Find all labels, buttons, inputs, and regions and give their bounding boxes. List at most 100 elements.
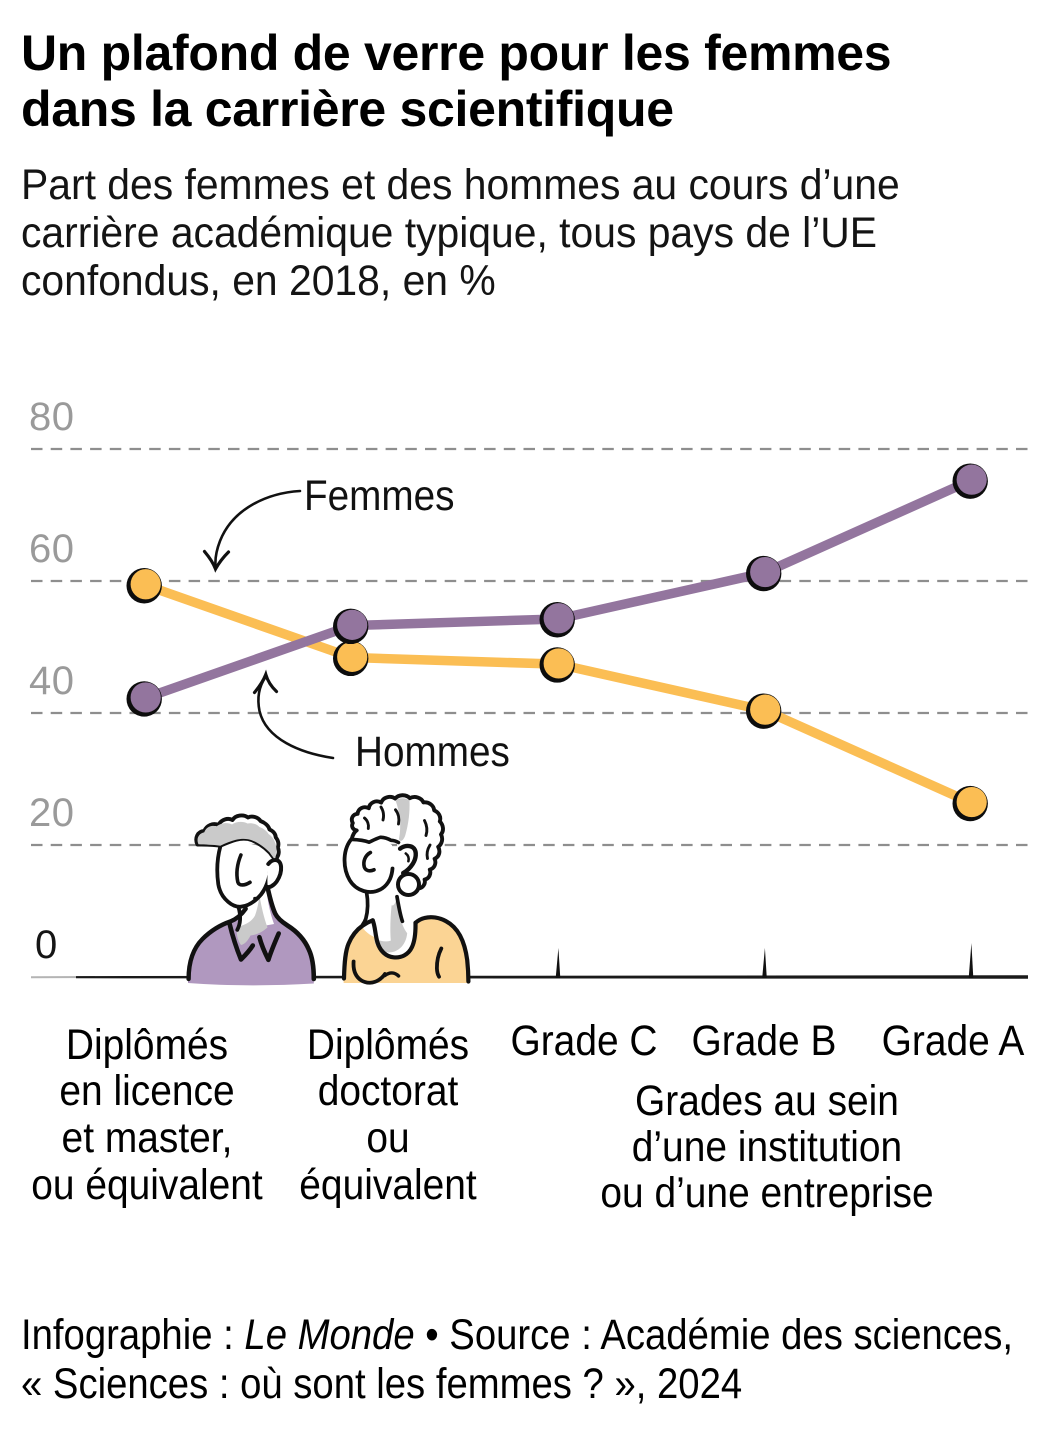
y-tick-label-20: 20 <box>29 791 75 835</box>
woman-neckline-outline <box>370 918 418 960</box>
marker-femmes-2 <box>543 648 574 679</box>
label-line: et master, <box>61 1114 233 1163</box>
woman-bust-right <box>434 946 444 979</box>
annotation-arrows <box>202 489 335 760</box>
label-line: Diplômés <box>306 1020 470 1069</box>
femmes-arrowhead <box>202 549 231 573</box>
man-ear-fill <box>267 860 282 888</box>
woman-curl-2 <box>379 805 385 822</box>
data-series <box>126 463 988 822</box>
footer-line-2: « Sciences : où sont les femmes ? », 202… <box>21 1360 743 1408</box>
category-label-grade-a: Grade A <box>591 1016 1050 1065</box>
label-line: d’une institution <box>631 1123 903 1171</box>
x-tick-grade-b <box>762 948 767 978</box>
woman-illustration <box>341 793 471 985</box>
label-line: ou d’une entreprise <box>600 1169 934 1217</box>
label-line: Grade C <box>510 1016 658 1065</box>
femmes-series-label: Femmes <box>304 472 455 520</box>
woman-curl-5 <box>425 843 432 860</box>
grades-axis-note: Grades au sein d’une institution ou d’une … <box>405 1078 1050 1216</box>
label-line: Grades au sein <box>635 1077 899 1125</box>
y-tick-label-60: 60 <box>29 527 75 571</box>
man-hair-shade <box>197 821 277 860</box>
woman-hair-outline <box>349 793 445 896</box>
label-line: Diplômés <box>65 1020 229 1069</box>
hommes-series-label: Hommes <box>355 728 510 776</box>
marker-femmes-0 <box>130 569 161 600</box>
man-mouth <box>253 890 266 900</box>
woman-nose <box>362 850 376 873</box>
label-line: ou <box>366 1114 410 1163</box>
man-collar-right <box>257 931 281 963</box>
woman-curl-1 <box>363 816 370 830</box>
woman-hair-fill <box>351 795 444 894</box>
woman-face-outline <box>342 836 395 894</box>
man-neck-left-line <box>235 905 242 932</box>
footer-separator: • <box>414 1311 450 1359</box>
footer-line-1: Infographie : Le Monde • Source : Académ… <box>21 1311 1013 1360</box>
woman-ear-inner <box>404 852 410 863</box>
x-tick-grade-c <box>555 948 561 978</box>
category-label-doctorat: Diplômés doctorat ou équivalent <box>26 1020 750 1209</box>
man-face-outline <box>215 844 273 909</box>
x-tick-grade-a <box>968 943 974 978</box>
title-line-2: dans la carrière scientifique <box>21 81 674 137</box>
label-line: ou équivalent <box>31 1160 263 1209</box>
footer-brand: Le Monde <box>244 1311 415 1359</box>
footer-credit: Infographie : Le Monde • Source : Académ… <box>21 1311 1013 1409</box>
man-illustration <box>186 813 317 986</box>
label-line: Grade A <box>881 1016 1025 1065</box>
woman-hairline <box>350 835 401 845</box>
marker-hommes-3 <box>750 556 781 588</box>
woman-face <box>344 835 393 893</box>
marker-hommes-2 <box>543 603 574 634</box>
woman-bust-left <box>351 959 387 985</box>
category-label-grade-c: Grade C <box>222 1016 946 1065</box>
subtitle-line-3: confondus, en 2018, en % <box>21 257 496 305</box>
marker-hommes-0 <box>130 682 161 713</box>
subtitle-line-2: carrière académique typique, tous pays d… <box>21 209 878 257</box>
hommes-arrowhead <box>252 669 279 695</box>
y-tick-label-0: 0 <box>35 923 58 967</box>
woman-curl-3 <box>394 808 401 826</box>
y-tick-label-80: 80 <box>29 395 75 439</box>
hommes-arrow <box>257 675 335 760</box>
footer-infographie: Infographie : <box>21 1311 245 1359</box>
label-line: doctorat <box>317 1067 459 1116</box>
x-axis <box>30 943 1028 979</box>
marker-femmes-3 <box>750 694 781 725</box>
man-nose <box>235 853 252 887</box>
subtitle-line-1: Part des femmes et des hommes au cours d… <box>21 161 900 209</box>
marker-hommes-4 <box>956 464 987 495</box>
marker-femmes-1 <box>337 641 368 672</box>
label-line: en licence <box>59 1067 235 1116</box>
man-ear <box>265 858 284 890</box>
label-line: équivalent <box>299 1160 477 1209</box>
man-collar-shade <box>236 896 268 945</box>
category-label-grade-b: Grade B <box>402 1016 1050 1065</box>
man-shirt <box>188 889 314 986</box>
woman-hair-shade <box>395 798 410 841</box>
woman-bust-mid <box>383 971 401 978</box>
category-label-licence-master: Diplômés en licence et master, ou équivalen… <box>0 1020 509 1209</box>
y-tick-label-40: 40 <box>29 659 75 703</box>
page-title: Un plafond de verre pour les femmes dans… <box>21 25 1041 137</box>
marker-femmes-4 <box>956 786 987 818</box>
woman-curl-4 <box>423 819 429 837</box>
chart-subtitle: Part des femmes et des hommes au cours d… <box>21 161 990 305</box>
man-face <box>217 842 271 907</box>
marker-hommes-1 <box>337 609 368 640</box>
man-collar-left <box>227 921 256 962</box>
woman-earring <box>396 872 421 897</box>
woman-neck-right-line <box>395 894 405 924</box>
woman-top-outline-left <box>341 918 375 981</box>
femmes-arrow <box>214 489 302 568</box>
woman-ear <box>397 843 418 876</box>
label-line: Grade B <box>691 1016 837 1065</box>
footer-source: Source : Académie des sciences, <box>449 1311 1014 1359</box>
woman-top-outline-right <box>413 915 471 984</box>
woman-neckline-shade <box>374 900 408 953</box>
gridlines <box>31 447 1028 847</box>
man-shirt-outline-right <box>265 885 317 982</box>
